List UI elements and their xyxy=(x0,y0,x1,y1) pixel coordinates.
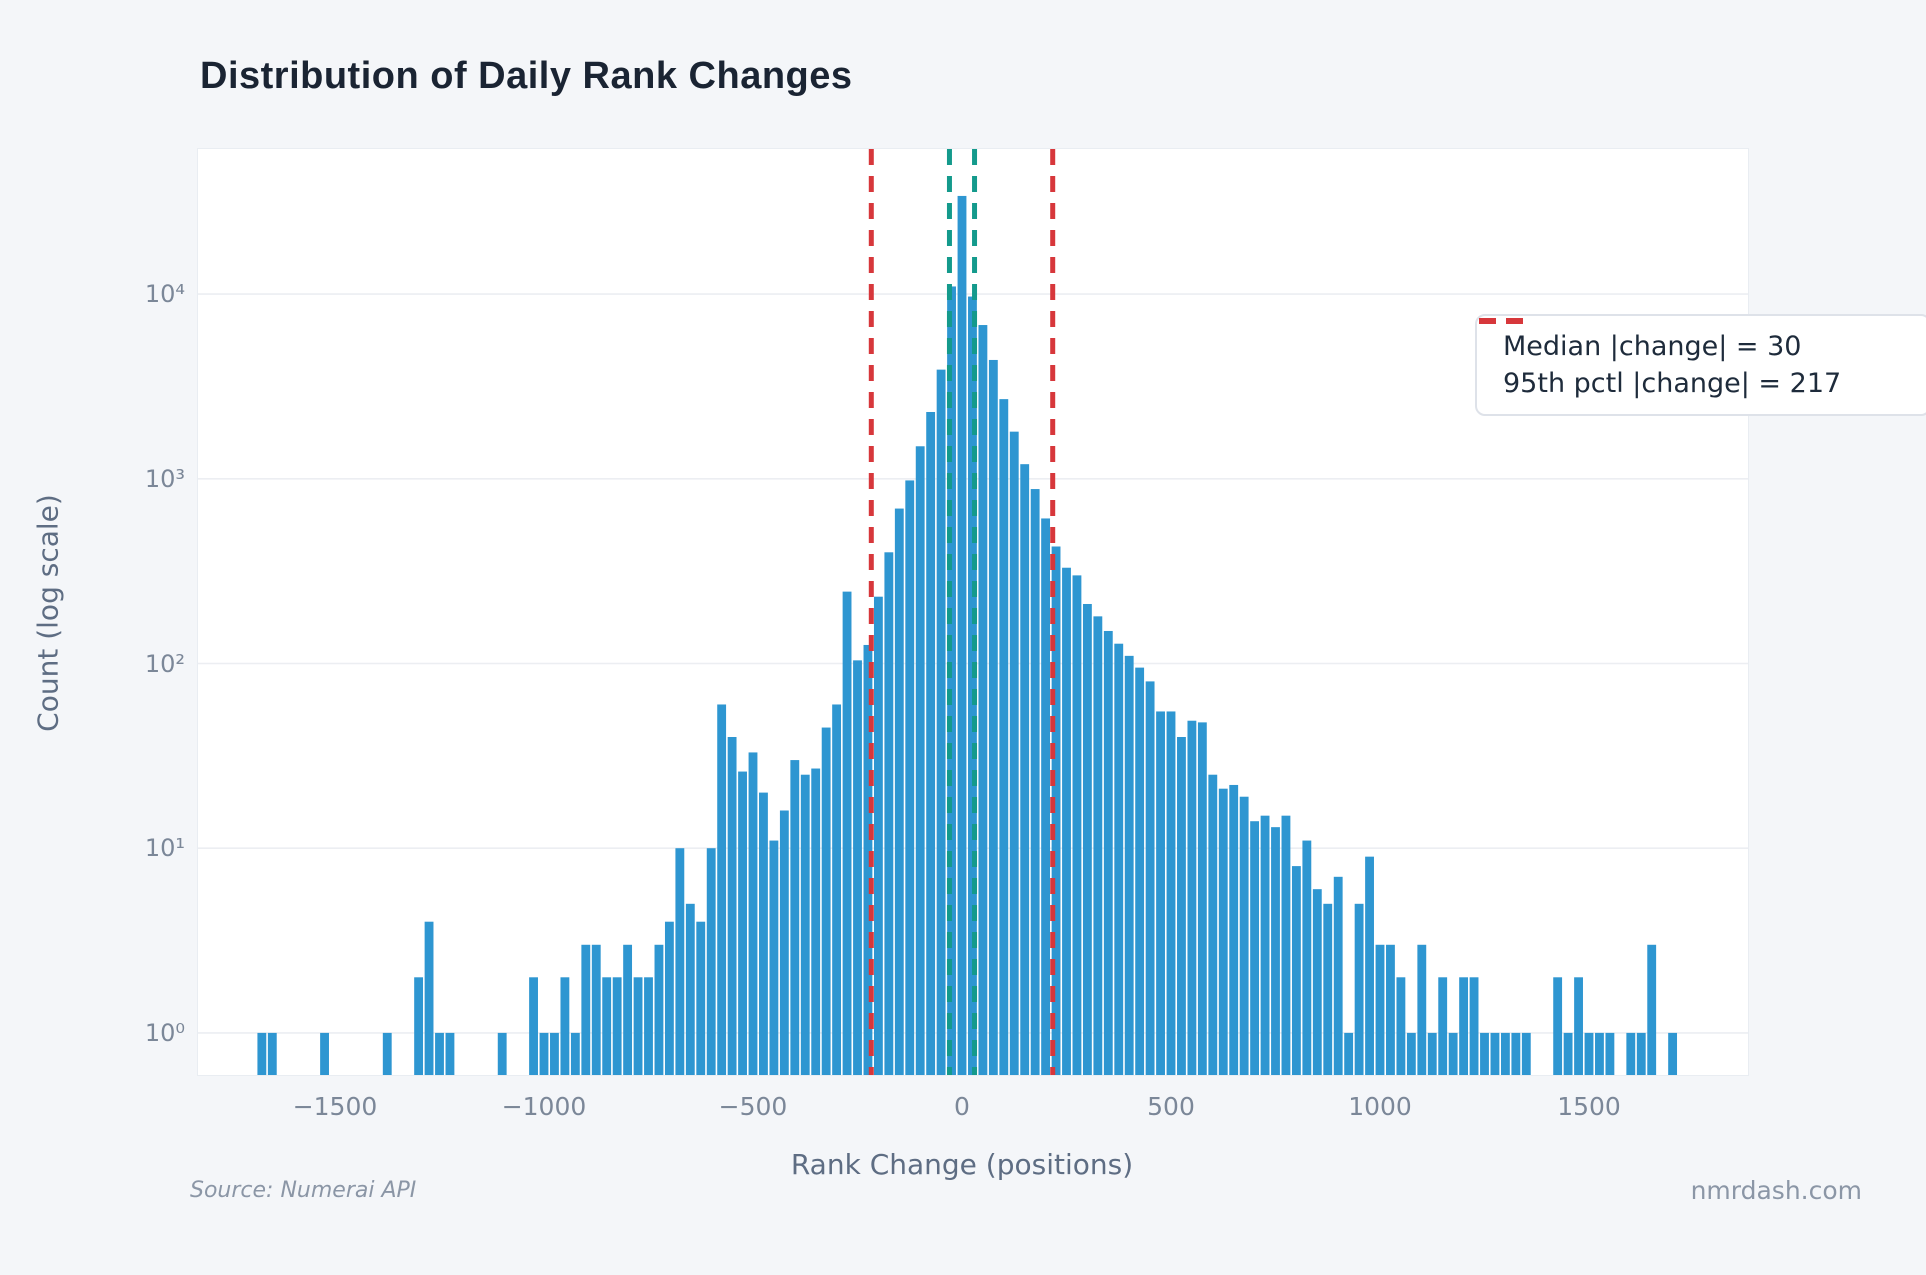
x-tick-label: 500 xyxy=(1147,1092,1195,1121)
y-axis-label: Count (log scale) xyxy=(31,494,65,732)
legend-item-median: Median |change| = 30 xyxy=(1479,318,1926,362)
y-tick-label: 10⁴ xyxy=(144,280,185,309)
source-note: Source: Numerai API xyxy=(190,1178,417,1203)
y-tick-label: 10¹ xyxy=(144,834,185,863)
histogram-svg xyxy=(198,149,1748,1075)
y-tick-label: 10² xyxy=(144,649,185,678)
chart-title: Distribution of Daily Rank Changes xyxy=(200,55,853,97)
y-tick-label: 10³ xyxy=(144,464,185,493)
x-axis-label: Rank Change (positions) xyxy=(790,1148,1134,1181)
watermark: nmrdash.com xyxy=(1690,1176,1862,1205)
legend-label-median: Median |change| = 30 xyxy=(1503,331,1802,362)
legend-label-95th-pctl: 95th pctl |change| = 217 xyxy=(1503,368,1842,399)
plot-area: Median |change| = 30 95th pctl |change| … xyxy=(198,149,1926,1075)
x-tick-label: −1500 xyxy=(292,1092,378,1121)
x-tick-label: 1500 xyxy=(1557,1092,1621,1121)
x-tick-label: 0 xyxy=(954,1092,970,1121)
pctl95-dashed-line-sample xyxy=(1479,318,1533,324)
x-tick-label: −1000 xyxy=(501,1092,587,1121)
x-tick-label: 1000 xyxy=(1348,1092,1412,1121)
legend-item-95th-pctl: 95th pctl |change| = 217 xyxy=(1479,318,1926,399)
y-tick-label: 10⁰ xyxy=(144,1018,185,1047)
x-tick-label: −500 xyxy=(718,1092,788,1121)
legend: Median |change| = 30 95th pctl |change| … xyxy=(1475,314,1926,416)
